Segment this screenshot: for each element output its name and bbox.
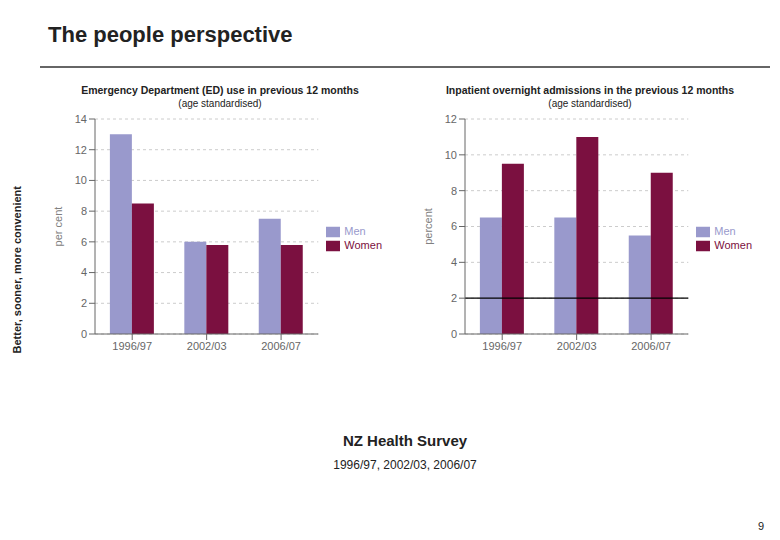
svg-text:6: 6 xyxy=(81,236,87,248)
html-text:1996/97, 2002/03, 2006/07: 1996/97, 2002/03, 2006/07 xyxy=(333,458,477,472)
html-text:9: 9 xyxy=(757,520,764,532)
svg-text:6: 6 xyxy=(451,220,457,232)
html-text:Women: Women xyxy=(714,239,752,251)
svg-text:12: 12 xyxy=(445,113,457,125)
html-text:The people perspective: The people perspective xyxy=(48,22,293,47)
svg-text:1996/97: 1996/97 xyxy=(482,340,522,352)
svg-text:2: 2 xyxy=(451,292,457,304)
html-text:NZ Health Survey: NZ Health Survey xyxy=(342,432,468,449)
html-text:Emergency Department (ED) use: Emergency Department (ED) use in previou… xyxy=(81,84,359,96)
html-text:(age standardised): (age standardised) xyxy=(178,98,262,109)
svg-text:10: 10 xyxy=(75,174,87,186)
svg-text:12: 12 xyxy=(75,144,87,156)
svg-text:0: 0 xyxy=(81,328,87,340)
svg-text:8: 8 xyxy=(81,205,87,217)
html-text:Inpatient overnight admissions: Inpatient overnight admissions in the pr… xyxy=(445,84,735,96)
svg-text:1996/97: 1996/97 xyxy=(112,340,152,352)
svg-text:4: 4 xyxy=(451,256,457,268)
html-text:Men: Men xyxy=(714,224,736,237)
svg-text:2: 2 xyxy=(81,297,87,309)
html-text:Men: Men xyxy=(344,224,366,237)
svg-text:2002/03: 2002/03 xyxy=(557,340,597,352)
svg-text:14: 14 xyxy=(75,113,87,125)
svg-text:2002/03: 2002/03 xyxy=(187,340,227,352)
html-text:Women: Women xyxy=(344,239,382,251)
html-text:Better, sooner, more convenien: Better, sooner, more convenient xyxy=(11,186,23,354)
svg-text:10: 10 xyxy=(445,149,457,161)
svg-text:2006/07: 2006/07 xyxy=(631,340,671,352)
svg-text:2006/07: 2006/07 xyxy=(261,340,301,352)
svg-text:percent: percent xyxy=(422,208,434,245)
svg-text:0: 0 xyxy=(451,328,457,340)
svg-text:per cent: per cent xyxy=(52,207,64,247)
svg-text:4: 4 xyxy=(81,266,87,278)
html-text:(age standardised): (age standardised) xyxy=(548,98,632,109)
svg-text:8: 8 xyxy=(451,185,457,197)
